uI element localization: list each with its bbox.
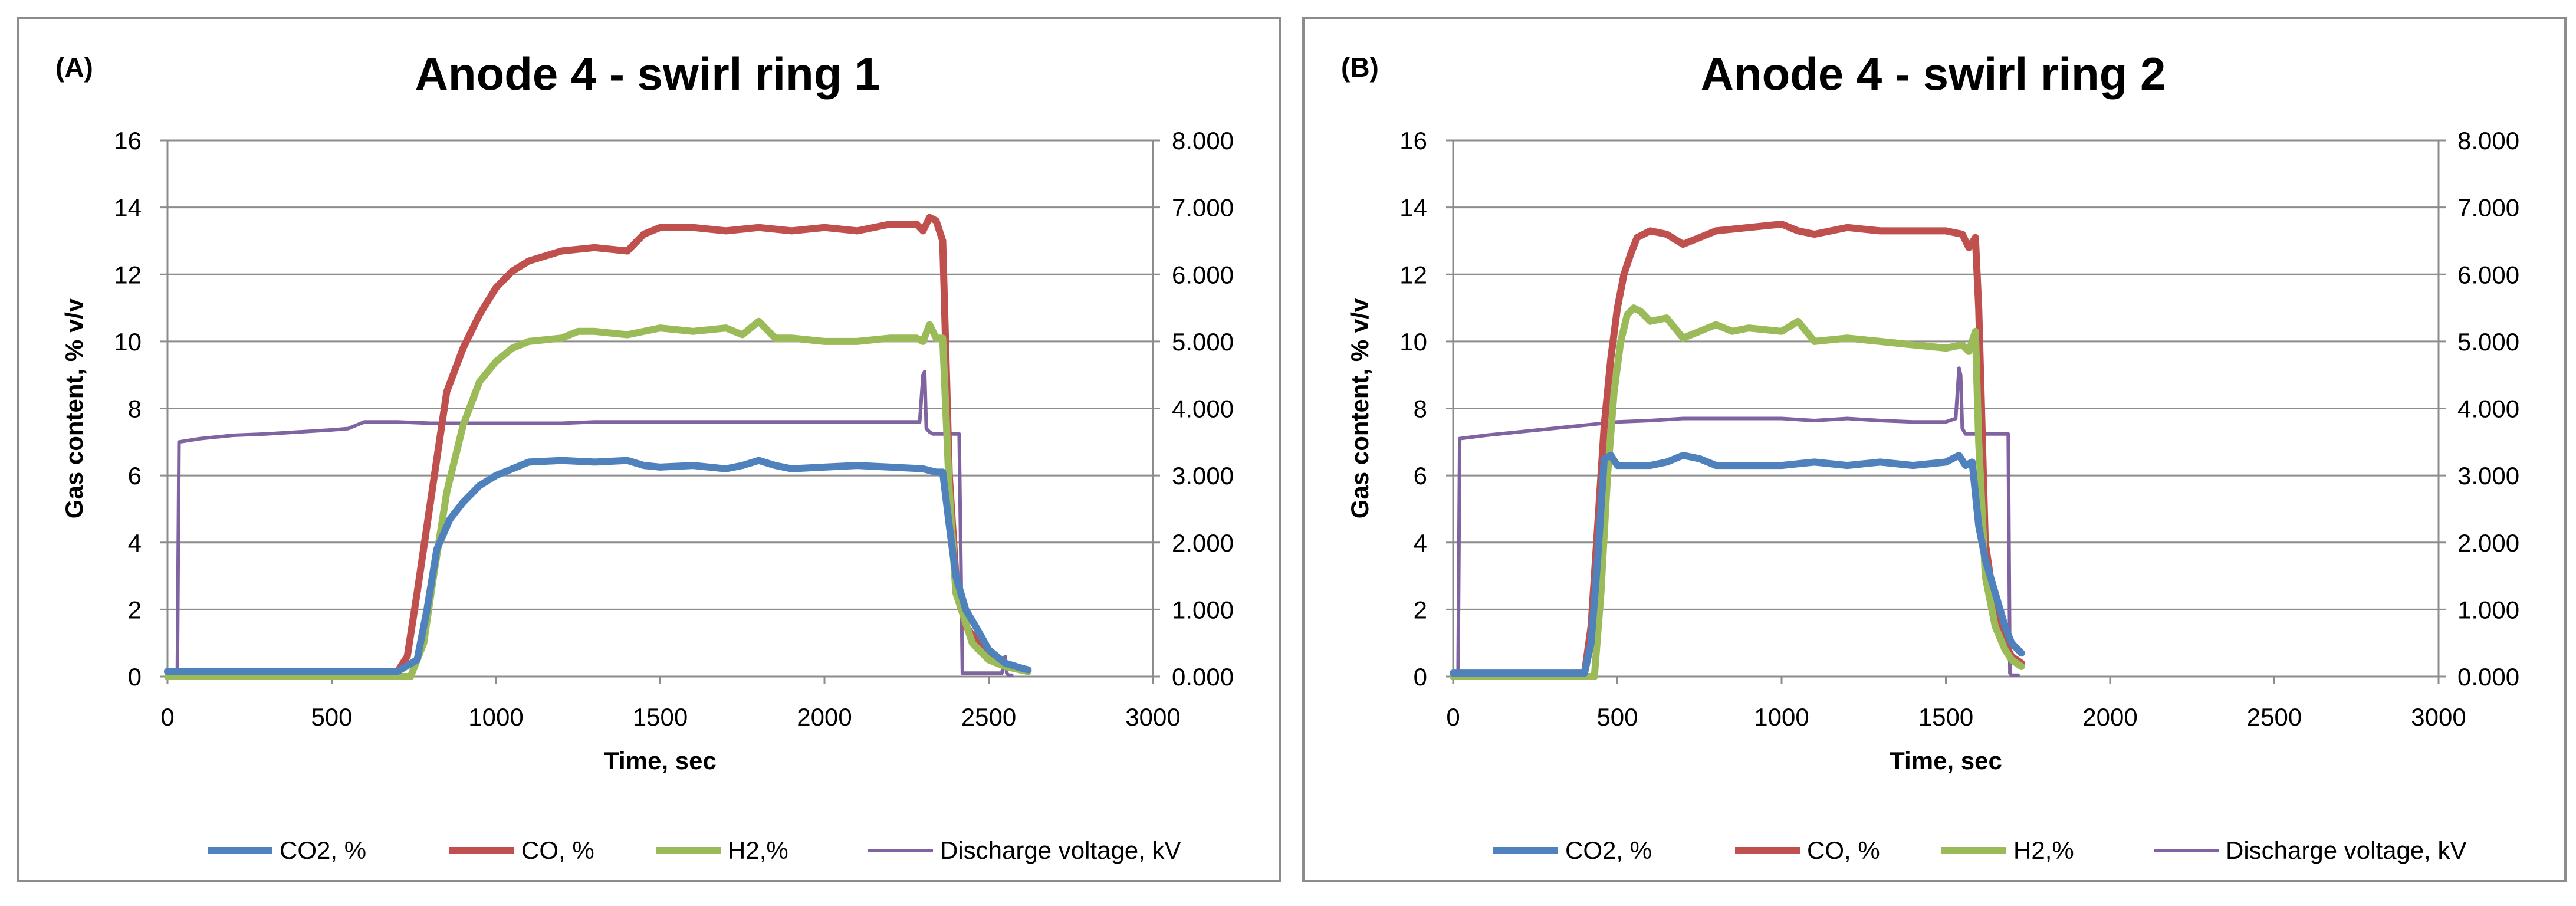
y-tick-label: 12 xyxy=(114,261,142,288)
y-axis-title: Gas content, % v/v xyxy=(60,298,88,518)
x-tick-label: 2000 xyxy=(797,703,852,731)
chart-b-svg: (B) Anode 4 - swirl ring 2 0 0.000 2 1.000 4 2.… xyxy=(1341,48,2519,864)
y-tick-label: 14 xyxy=(114,194,142,222)
x-axis-title: Time, sec xyxy=(604,747,717,774)
x-tick-label: 0 xyxy=(160,703,174,731)
panel-label: (A) xyxy=(55,52,93,83)
x-tick-label: 1000 xyxy=(1754,703,1809,731)
y2-tick-label: 7.000 xyxy=(2457,194,2519,222)
y-tick-label: 2 xyxy=(1414,596,1427,623)
y2-tick-label: 7.000 xyxy=(1172,194,1234,222)
y-tick-label: 10 xyxy=(114,328,142,356)
y-tick-label: 8 xyxy=(128,395,142,423)
x-tick-label: 0 xyxy=(1446,703,1460,731)
chart-a-svg: (A) Anode 4 - swirl ring 1 0 0.000 2 1.000 4 2.… xyxy=(55,48,1234,864)
y2-tick-label: 8.000 xyxy=(2457,127,2519,155)
y-tick-label: 16 xyxy=(1399,127,1427,155)
x-tick-label: 500 xyxy=(311,703,352,731)
y2-tick-label: 1.000 xyxy=(2457,596,2519,623)
y2-tick-label: 3.000 xyxy=(1172,462,1234,490)
chart-panel-b: (B) Anode 4 - swirl ring 2 0 0.000 2 1.000 4 2.… xyxy=(1302,17,2567,882)
series-line-1 xyxy=(164,214,1026,675)
y2-tick-label: 5.000 xyxy=(2457,328,2519,356)
series-line-0 xyxy=(164,457,1032,675)
y-tick-label: 8 xyxy=(1414,395,1427,423)
y-tick-label: 16 xyxy=(114,127,142,155)
x-tick-label: 500 xyxy=(1596,703,1638,731)
series-line-2 xyxy=(1450,304,2025,680)
y2-tick-label: 8.000 xyxy=(1172,127,1234,155)
x-tick-label: 1500 xyxy=(633,703,688,731)
panel-label: (B) xyxy=(1341,52,1379,83)
legend-label-1: CO, % xyxy=(521,836,594,864)
y-tick-label: 6 xyxy=(1414,462,1427,490)
series-line-3 xyxy=(166,370,1014,677)
x-tick-label: 2500 xyxy=(2247,703,2302,731)
chart-panel-a: (A) Anode 4 - swirl ring 1 0 0.000 2 1.000 4 2.… xyxy=(17,17,1281,882)
x-tick-label: 1000 xyxy=(468,703,523,731)
x-tick-label: 1500 xyxy=(1918,703,1973,731)
legend-label-0: CO2, % xyxy=(1565,836,1652,864)
y-tick-label: 12 xyxy=(1399,261,1427,288)
series-line-2 xyxy=(164,317,1032,680)
y-tick-label: 14 xyxy=(1399,194,1427,222)
y2-tick-label: 5.000 xyxy=(1172,328,1234,356)
y-tick-label: 10 xyxy=(1399,328,1427,356)
y2-tick-label: 6.000 xyxy=(2457,261,2519,288)
y-tick-label: 2 xyxy=(128,596,142,623)
x-axis-title: Time, sec xyxy=(1890,747,2002,774)
chart-title: Anode 4 - swirl ring 2 xyxy=(1701,48,2166,100)
y2-tick-label: 3.000 xyxy=(2457,462,2519,490)
legend-label-3: Discharge voltage, kV xyxy=(940,836,1181,864)
legend-label-0: CO2, % xyxy=(280,836,366,864)
y-tick-label: 6 xyxy=(128,462,142,490)
x-tick-label: 2000 xyxy=(2082,703,2137,731)
y2-tick-label: 2.000 xyxy=(1172,529,1234,557)
x-tick-label: 3000 xyxy=(2411,703,2466,731)
y2-tick-label: 0.000 xyxy=(2457,663,2519,691)
y-tick-label: 0 xyxy=(1414,663,1427,691)
y-tick-label: 4 xyxy=(1414,529,1427,557)
x-tick-label: 3000 xyxy=(1125,703,1180,731)
y-tick-label: 4 xyxy=(128,529,142,557)
series-line-3 xyxy=(1451,366,2020,677)
legend-label-3: Discharge voltage, kV xyxy=(2226,836,2467,864)
y2-tick-label: 6.000 xyxy=(1172,261,1234,288)
series-line-0 xyxy=(1450,452,2025,677)
x-tick-label: 2500 xyxy=(961,703,1016,731)
y2-tick-label: 1.000 xyxy=(1172,596,1234,623)
chart-title: Anode 4 - swirl ring 1 xyxy=(415,48,880,100)
y-tick-label: 0 xyxy=(128,663,142,691)
y2-tick-label: 4.000 xyxy=(2457,395,2519,423)
y2-tick-label: 4.000 xyxy=(1172,395,1234,423)
legend-label-2: H2,% xyxy=(2013,836,2074,864)
y-axis-title: Gas content, % v/v xyxy=(1346,298,1374,518)
y2-tick-label: 0.000 xyxy=(1172,663,1234,691)
y2-tick-label: 2.000 xyxy=(2457,529,2519,557)
legend-label-2: H2,% xyxy=(728,836,788,864)
series-line-1 xyxy=(1450,221,2025,677)
legend-label-1: CO, % xyxy=(1807,836,1880,864)
